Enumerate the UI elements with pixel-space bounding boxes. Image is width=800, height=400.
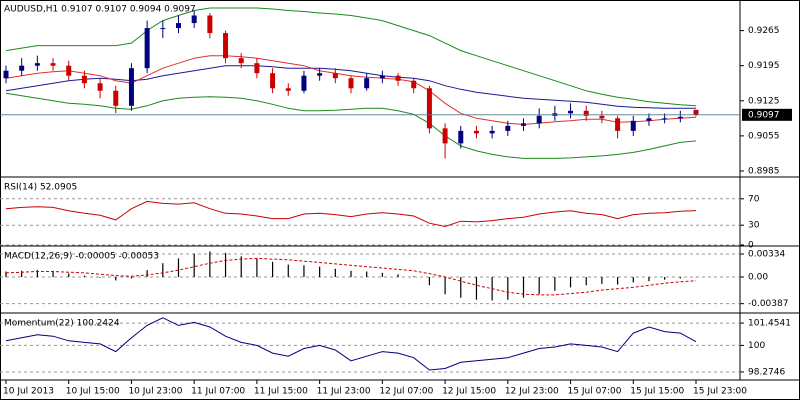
candle-body [489, 130, 495, 134]
candle-body [144, 28, 150, 69]
candle-body [442, 128, 448, 144]
y-tick-label: 0.9125 [748, 96, 780, 106]
x-tick-label: 10 Jul 23:00 [128, 387, 182, 397]
candle-body [364, 78, 370, 89]
y-tick-label: -0.00387 [748, 299, 788, 309]
x-tick-label: 12 Jul 07:00 [379, 387, 433, 397]
y-tick-label: 0.9265 [748, 26, 780, 36]
candle-body [66, 65, 72, 76]
y-tick-label: 0.00334 [748, 249, 785, 259]
y-tick-label: 30 [748, 221, 760, 231]
x-tick-label: 11 Jul 23:00 [317, 387, 371, 397]
candle-body [270, 73, 276, 89]
candle-body [379, 75, 385, 79]
panel-title: Momentum(22) 100.2424 [4, 319, 120, 329]
candle-body [285, 88, 291, 91]
panel-title: MACD(12,26,9) -0.00005 -0.00053 [4, 252, 159, 262]
y-tick-label: 100 [748, 341, 765, 351]
candle-body [599, 115, 605, 119]
candle-body [50, 63, 56, 66]
x-tick-label: 10 Jul 2013 [3, 387, 54, 397]
y-tick-label: 98.2746 [748, 367, 785, 377]
x-tick-label: 15 Jul 07:00 [568, 387, 622, 397]
candle-body [191, 15, 197, 24]
candle-body [254, 63, 260, 74]
candle-body [615, 118, 621, 131]
candle-body [81, 75, 87, 84]
overlay-line [5, 65, 696, 109]
candle-body [458, 130, 464, 144]
overlay-line [5, 55, 697, 125]
candle-body [426, 88, 432, 129]
candle-body [332, 73, 338, 79]
candle-body [630, 120, 636, 131]
candle-body [473, 130, 479, 134]
x-tick-label: 12 Jul 15:00 [442, 387, 496, 397]
candle-body [3, 70, 9, 79]
x-tick-label: 10 Jul 15:00 [66, 387, 120, 397]
y-tick-label: 70 [748, 194, 760, 204]
y-tick-label: 0.9195 [748, 61, 780, 71]
candle-body [348, 78, 354, 89]
candle-body [693, 109, 699, 115]
candle-body [583, 110, 589, 116]
candle-body [568, 110, 574, 114]
candle-body [317, 73, 323, 76]
candle-body [646, 118, 652, 121]
candle-body [223, 33, 229, 59]
indicator-line [5, 317, 697, 371]
candle-body [19, 65, 25, 71]
y-tick-label: 0.00 [748, 273, 768, 283]
last-price-label: 0.9097 [748, 110, 780, 120]
candle-body [521, 123, 526, 126]
candle-body [128, 68, 134, 106]
overlay-line [5, 92, 697, 159]
y-tick-label: 101.4541 [748, 319, 791, 329]
candle-body [505, 125, 511, 131]
y-tick-label: 0.9055 [748, 131, 780, 141]
overlay-line [5, 7, 697, 107]
x-tick-label: 12 Jul 23:00 [505, 387, 559, 397]
y-tick-label: 0.8985 [748, 166, 780, 176]
panel-title: RSI(14) 52.0905 [4, 183, 77, 193]
candle-body [34, 63, 40, 66]
x-tick-label: 15 Jul 15:00 [630, 387, 684, 397]
candle-body [113, 90, 119, 106]
last-price-box [742, 108, 792, 121]
candle-body [160, 28, 166, 30]
candle-body [411, 80, 417, 89]
candle-body [176, 23, 181, 29]
candle-body [677, 116, 683, 119]
candle-body [97, 83, 103, 91]
indicator-line [5, 200, 697, 228]
candle-body [662, 118, 668, 120]
signal-line [5, 257, 697, 296]
candle-body [207, 15, 213, 34]
candle-body [301, 75, 307, 91]
x-tick-label: 11 Jul 07:00 [191, 387, 245, 397]
x-tick-label: 15 Jul 23:00 [693, 387, 747, 397]
x-tick-label: 11 Jul 15:00 [254, 387, 308, 397]
candle-body [238, 58, 244, 64]
panel-title: AUDUSD,H1 0.9107 0.9107 0.9094 0.9097 [4, 5, 196, 15]
candle-body [395, 75, 401, 81]
candle-body [536, 115, 542, 124]
